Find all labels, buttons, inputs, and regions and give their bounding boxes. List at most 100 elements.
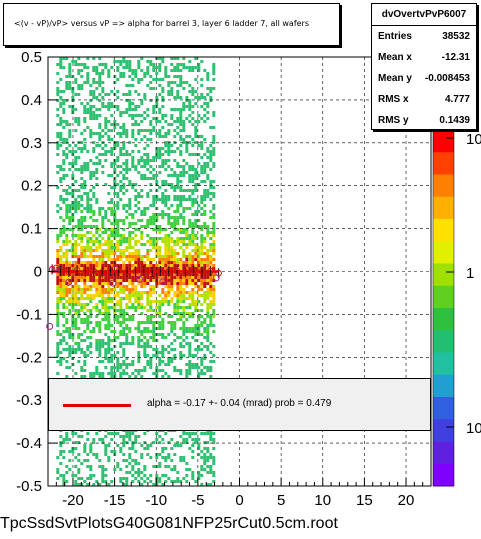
heat-cell bbox=[194, 348, 198, 351]
heat-cell bbox=[152, 159, 156, 162]
heat-cell bbox=[143, 306, 147, 309]
heat-cell bbox=[86, 324, 90, 327]
heat-cell bbox=[59, 177, 63, 180]
heat-cell bbox=[62, 261, 66, 264]
heat-cell bbox=[68, 309, 72, 312]
heat-cell bbox=[101, 291, 105, 294]
heat-cell bbox=[209, 318, 213, 321]
heat-cell bbox=[86, 294, 90, 297]
heat-cell bbox=[59, 291, 63, 294]
heat-cell bbox=[191, 438, 195, 441]
heat-cell bbox=[155, 339, 159, 342]
heat-cell bbox=[74, 234, 78, 237]
heat-cell bbox=[104, 300, 108, 303]
heat-cell bbox=[119, 63, 123, 66]
heat-cell bbox=[137, 63, 141, 66]
heat-cell bbox=[113, 126, 117, 129]
heat-cell bbox=[128, 291, 132, 294]
heat-cell bbox=[209, 231, 213, 234]
heat-cell bbox=[101, 468, 105, 471]
heat-cell bbox=[122, 453, 126, 456]
heat-cell bbox=[95, 276, 99, 279]
heat-cell bbox=[119, 243, 123, 246]
heat-cell bbox=[113, 228, 117, 231]
heat-cell bbox=[110, 90, 114, 93]
profile-point bbox=[65, 268, 73, 276]
heat-cell bbox=[95, 117, 99, 120]
heat-cell bbox=[179, 189, 183, 192]
heat-cell bbox=[62, 150, 66, 153]
heat-cell bbox=[74, 276, 78, 279]
heat-cell bbox=[176, 204, 180, 207]
heat-cell bbox=[83, 369, 87, 372]
heat-cell bbox=[122, 255, 126, 258]
heat-cell bbox=[173, 186, 177, 189]
heat-cell bbox=[188, 348, 192, 351]
heat-cell bbox=[164, 204, 168, 207]
heat-cell bbox=[200, 288, 204, 291]
heat-cell bbox=[59, 444, 63, 447]
heat-cell bbox=[197, 114, 201, 117]
heat-cell bbox=[191, 228, 195, 231]
heat-cell bbox=[65, 294, 69, 297]
heat-cell bbox=[146, 321, 150, 324]
heat-cell bbox=[170, 321, 174, 324]
heat-cell bbox=[125, 372, 129, 375]
heat-cell bbox=[188, 177, 192, 180]
heat-cell bbox=[83, 285, 87, 288]
heat-cell bbox=[122, 435, 126, 438]
heat-cell bbox=[170, 315, 174, 318]
heat-cell bbox=[203, 267, 207, 270]
heat-cell bbox=[77, 435, 81, 438]
heat-cell bbox=[194, 186, 198, 189]
heat-cell bbox=[212, 273, 216, 276]
heat-cell bbox=[98, 438, 102, 441]
heat-cell bbox=[110, 246, 114, 249]
heat-cell bbox=[131, 291, 135, 294]
heat-cell bbox=[89, 189, 93, 192]
heat-cell bbox=[173, 267, 177, 270]
palette-segment bbox=[433, 174, 454, 198]
heat-cell bbox=[83, 375, 87, 378]
heat-cell bbox=[89, 309, 93, 312]
heat-cell bbox=[125, 132, 129, 135]
heat-cell bbox=[110, 354, 114, 357]
heat-cell bbox=[95, 372, 99, 375]
heat-cell bbox=[80, 309, 84, 312]
heat-cell bbox=[164, 150, 168, 153]
heat-cell bbox=[200, 105, 204, 108]
heat-cell bbox=[83, 297, 87, 300]
heat-cell bbox=[116, 321, 120, 324]
heat-cell bbox=[200, 465, 204, 468]
heat-cell bbox=[92, 264, 96, 267]
heat-cell bbox=[167, 276, 171, 279]
heat-cell bbox=[119, 450, 123, 453]
heat-cell bbox=[188, 297, 192, 300]
heat-cell bbox=[212, 441, 216, 444]
heat-cell bbox=[119, 264, 123, 267]
heat-cell bbox=[143, 255, 147, 258]
heat-cell bbox=[83, 63, 87, 66]
heat-cell bbox=[137, 303, 141, 306]
heat-cell bbox=[68, 459, 72, 462]
heat-cell bbox=[155, 189, 159, 192]
heat-cell bbox=[194, 432, 198, 435]
heat-cell bbox=[95, 366, 99, 369]
heat-cell bbox=[95, 348, 99, 351]
heat-cell bbox=[101, 219, 105, 222]
profile-point bbox=[140, 267, 148, 274]
heat-cell bbox=[200, 147, 204, 150]
heat-cell bbox=[149, 357, 153, 360]
heat-cell bbox=[176, 297, 180, 300]
heat-cell bbox=[173, 150, 177, 153]
heat-cell bbox=[62, 324, 66, 327]
heat-cell bbox=[167, 195, 171, 198]
heat-cell bbox=[98, 351, 102, 354]
heat-cell bbox=[86, 345, 90, 348]
heat-cell bbox=[188, 273, 192, 276]
heat-cell bbox=[197, 258, 201, 261]
heat-cell bbox=[212, 66, 216, 69]
heat-cell bbox=[155, 456, 159, 459]
heat-cell bbox=[104, 261, 108, 264]
heat-cell bbox=[56, 249, 60, 252]
